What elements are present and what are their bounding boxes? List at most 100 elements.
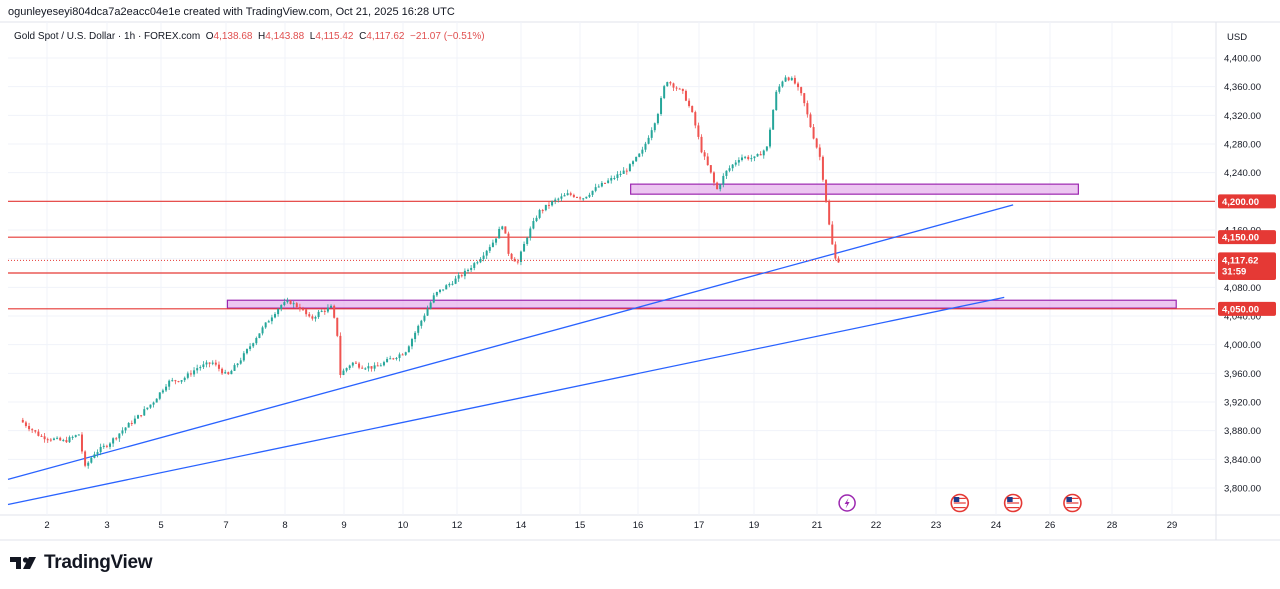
candle-body [74, 435, 77, 437]
candle-body [214, 362, 217, 365]
x-tick-label: 15 [575, 520, 586, 531]
candle-body [800, 87, 803, 94]
candle-body [579, 197, 582, 199]
tradingview-logo[interactable]: TradingView [10, 552, 153, 574]
open-value: 4,138.68 [213, 31, 253, 42]
candle-body [205, 362, 208, 365]
candle-body [221, 368, 224, 374]
candle-body [410, 339, 413, 347]
candle-body [423, 315, 426, 321]
candle-body [501, 226, 504, 230]
candle-body [199, 367, 202, 369]
candle-body [557, 198, 560, 200]
close-value: 4,117.62 [366, 31, 405, 42]
candle-body [77, 434, 80, 436]
candle-body [585, 196, 588, 199]
candle-body [379, 365, 382, 367]
candle-body [295, 303, 298, 308]
candle-body [261, 327, 264, 334]
candle-body [90, 457, 93, 463]
candle-body [725, 170, 728, 176]
candle-body [769, 129, 772, 147]
trendline[interactable] [7, 204, 1014, 481]
candle-body [691, 106, 694, 113]
supply-demand-zone[interactable] [226, 299, 1177, 309]
currency-label: USD [1227, 32, 1247, 43]
trendline[interactable] [7, 296, 1005, 506]
candle-body [712, 172, 715, 183]
candle-body [87, 462, 90, 466]
supply-demand-zone[interactable] [630, 183, 1079, 195]
candle-body [155, 398, 158, 403]
candle-body [34, 430, 37, 432]
candle-body [302, 309, 305, 311]
candle-body [37, 431, 40, 436]
candle-body [619, 173, 622, 175]
candle-body [49, 439, 52, 441]
candle-body [143, 409, 146, 416]
candle-body [358, 363, 361, 368]
candle-body [728, 168, 731, 171]
candle-body [535, 217, 538, 222]
candle-body [426, 308, 429, 316]
candle-body [245, 349, 248, 354]
candle-body [660, 98, 663, 114]
candle-body [239, 360, 242, 364]
candle-body [305, 309, 308, 315]
candle-body [249, 346, 252, 350]
candle-body [504, 226, 507, 234]
x-tick-label: 21 [812, 520, 823, 531]
countdown-label: 31:59 [1222, 266, 1246, 277]
x-tick-label: 14 [516, 520, 527, 531]
candle-body [62, 440, 65, 442]
candle-body [591, 190, 594, 195]
candle-body [127, 423, 130, 428]
candle-body [470, 267, 473, 270]
candle-body [283, 302, 286, 306]
symbol-name[interactable]: Gold Spot / U.S. Dollar · 1h · FOREX.com [14, 31, 201, 42]
candle-body [93, 454, 96, 458]
candle-body [99, 446, 102, 453]
lightning-glyph [844, 498, 850, 509]
candle-body [473, 263, 476, 268]
candle-body [112, 438, 115, 444]
x-tick-label: 5 [158, 520, 163, 531]
candle-body [532, 221, 535, 229]
candle-body [211, 362, 214, 364]
candle-body [277, 308, 280, 315]
candle-body [775, 91, 778, 111]
candle-body [407, 346, 410, 353]
candle-body [703, 152, 706, 157]
x-tick-label: 29 [1167, 520, 1178, 531]
y-tick-label: 3,920.00 [1224, 398, 1261, 409]
candle-body [317, 311, 320, 318]
candle-body [560, 196, 563, 199]
candle-body [65, 440, 68, 443]
candle-body [43, 436, 46, 440]
candle-body [121, 430, 124, 434]
candle-body [255, 337, 258, 344]
candle-body [825, 179, 828, 202]
candle-body [165, 386, 168, 391]
candle-body [647, 137, 650, 144]
y-tick-label: 3,840.00 [1224, 455, 1261, 466]
candle-body [821, 156, 824, 180]
candle-body [790, 77, 793, 81]
candle-body [488, 247, 491, 251]
candle-body [551, 201, 554, 206]
candle-body [124, 427, 127, 431]
low-label: L [309, 31, 316, 42]
candle-body [398, 354, 401, 358]
candle-body [118, 433, 121, 439]
flag-canton [1007, 497, 1013, 502]
candle-body [613, 177, 616, 179]
current-price-label: 4,117.62 [1222, 255, 1258, 266]
candle-body [731, 164, 734, 169]
candle-body [669, 82, 672, 84]
candle-body [137, 415, 140, 419]
candle-body [828, 201, 831, 225]
candle-body [84, 451, 87, 466]
candle-body [491, 242, 494, 248]
candle-body [588, 194, 591, 197]
